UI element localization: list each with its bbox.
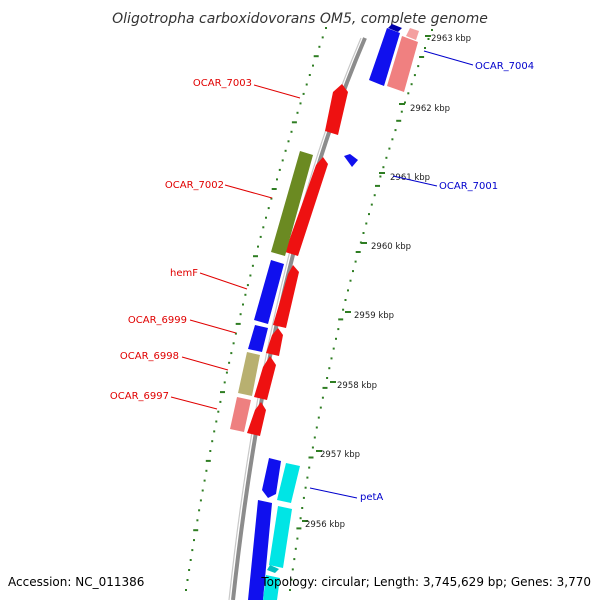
minus-strand-cds xyxy=(247,84,348,436)
gene-label-ocar-7002[interactable]: OCAR_7002 xyxy=(165,180,224,191)
backbone xyxy=(228,37,367,600)
gene-labels: OCAR_7004 OCAR_7003 OCAR_7002 OCAR_7001 … xyxy=(110,50,534,503)
gene-label-ocar-7003[interactable]: OCAR_7003 xyxy=(193,78,252,89)
gene-downstream-cds[interactable] xyxy=(248,500,272,600)
gene-ocar-7004-cog-cap xyxy=(406,28,419,40)
major-ticks: 2963 kbp 2962 kbp 2961 kbp 2960 kbp 2959… xyxy=(302,34,471,530)
gene-peta-cog[interactable] xyxy=(277,463,300,503)
gene-ocar-6997-cds[interactable] xyxy=(247,402,266,436)
backbone-outer xyxy=(231,37,367,600)
gene-ocar-7004-cog[interactable] xyxy=(387,36,418,92)
gene-label-peta[interactable]: petA xyxy=(360,492,383,503)
tick-label: 2956 kbp xyxy=(305,520,345,530)
gene-label-ocar-7001[interactable]: OCAR_7001 xyxy=(439,181,498,192)
tick-label: 2959 kbp xyxy=(354,311,394,321)
gene-downstream-cog-2[interactable] xyxy=(263,575,280,600)
leader-line xyxy=(392,175,438,187)
tick-label: 2962 kbp xyxy=(410,104,450,114)
leader-line xyxy=(189,319,237,334)
gene-ocar-6998-cog[interactable] xyxy=(238,352,260,396)
gene-label-ocar-6999[interactable]: OCAR_6999 xyxy=(128,315,187,326)
gene-ocar-7001-cds[interactable] xyxy=(344,154,358,167)
peta-region xyxy=(248,458,300,600)
tick-label: 2961 kbp xyxy=(390,173,430,183)
gene-label-ocar-6998[interactable]: OCAR_6998 xyxy=(120,351,179,362)
tick-rings xyxy=(185,27,433,591)
gene-peta-cds[interactable] xyxy=(262,458,281,498)
gene-ocar-7002-cog[interactable] xyxy=(271,151,313,256)
cog-ring xyxy=(230,151,313,432)
leader-line xyxy=(199,272,248,290)
gene-downstream-cog[interactable] xyxy=(269,506,292,568)
map-title: Oligotropha carboxidovorans OM5, complet… xyxy=(112,11,488,27)
leader-line xyxy=(423,50,474,66)
tick-label: 2957 kbp xyxy=(320,450,360,460)
gene-downstream-cog-cap xyxy=(267,565,279,573)
leader-line xyxy=(170,396,218,410)
gene-ocar-6999-cog[interactable] xyxy=(248,325,268,352)
gene-hemf-cog[interactable] xyxy=(254,260,284,324)
genome-summary-text: Topology: circular; Length: 3,745,629 bp… xyxy=(260,575,591,589)
gene-ocar-7004-cap xyxy=(388,24,402,32)
gene-hemf-cds[interactable] xyxy=(273,265,299,328)
tick-label: 2963 kbp xyxy=(431,34,471,44)
gene-ocar-6997-cog[interactable] xyxy=(230,397,251,432)
gene-ocar-6998-cds[interactable] xyxy=(254,356,276,400)
gene-ocar-6999-cds[interactable] xyxy=(266,328,283,356)
gene-label-ocar-7004[interactable]: OCAR_7004 xyxy=(475,61,534,72)
gene-ocar-7003-cds[interactable] xyxy=(325,84,348,135)
tick-label: 2958 kbp xyxy=(337,381,377,391)
gene-ocar-7004-cds[interactable] xyxy=(369,28,400,86)
leader-line xyxy=(309,487,358,499)
leader-line xyxy=(224,184,273,199)
gene-label-ocar-6997[interactable]: OCAR_6997 xyxy=(110,391,169,402)
accession-text: Accession: NC_011386 xyxy=(8,575,144,589)
gene-ocar-7002-cds[interactable] xyxy=(285,157,328,256)
plus-strand-features xyxy=(344,24,419,167)
leader-line xyxy=(181,356,229,371)
leader-line xyxy=(253,84,301,99)
gene-label-hemf[interactable]: hemF xyxy=(170,268,198,279)
tick-label: 2960 kbp xyxy=(371,242,411,252)
